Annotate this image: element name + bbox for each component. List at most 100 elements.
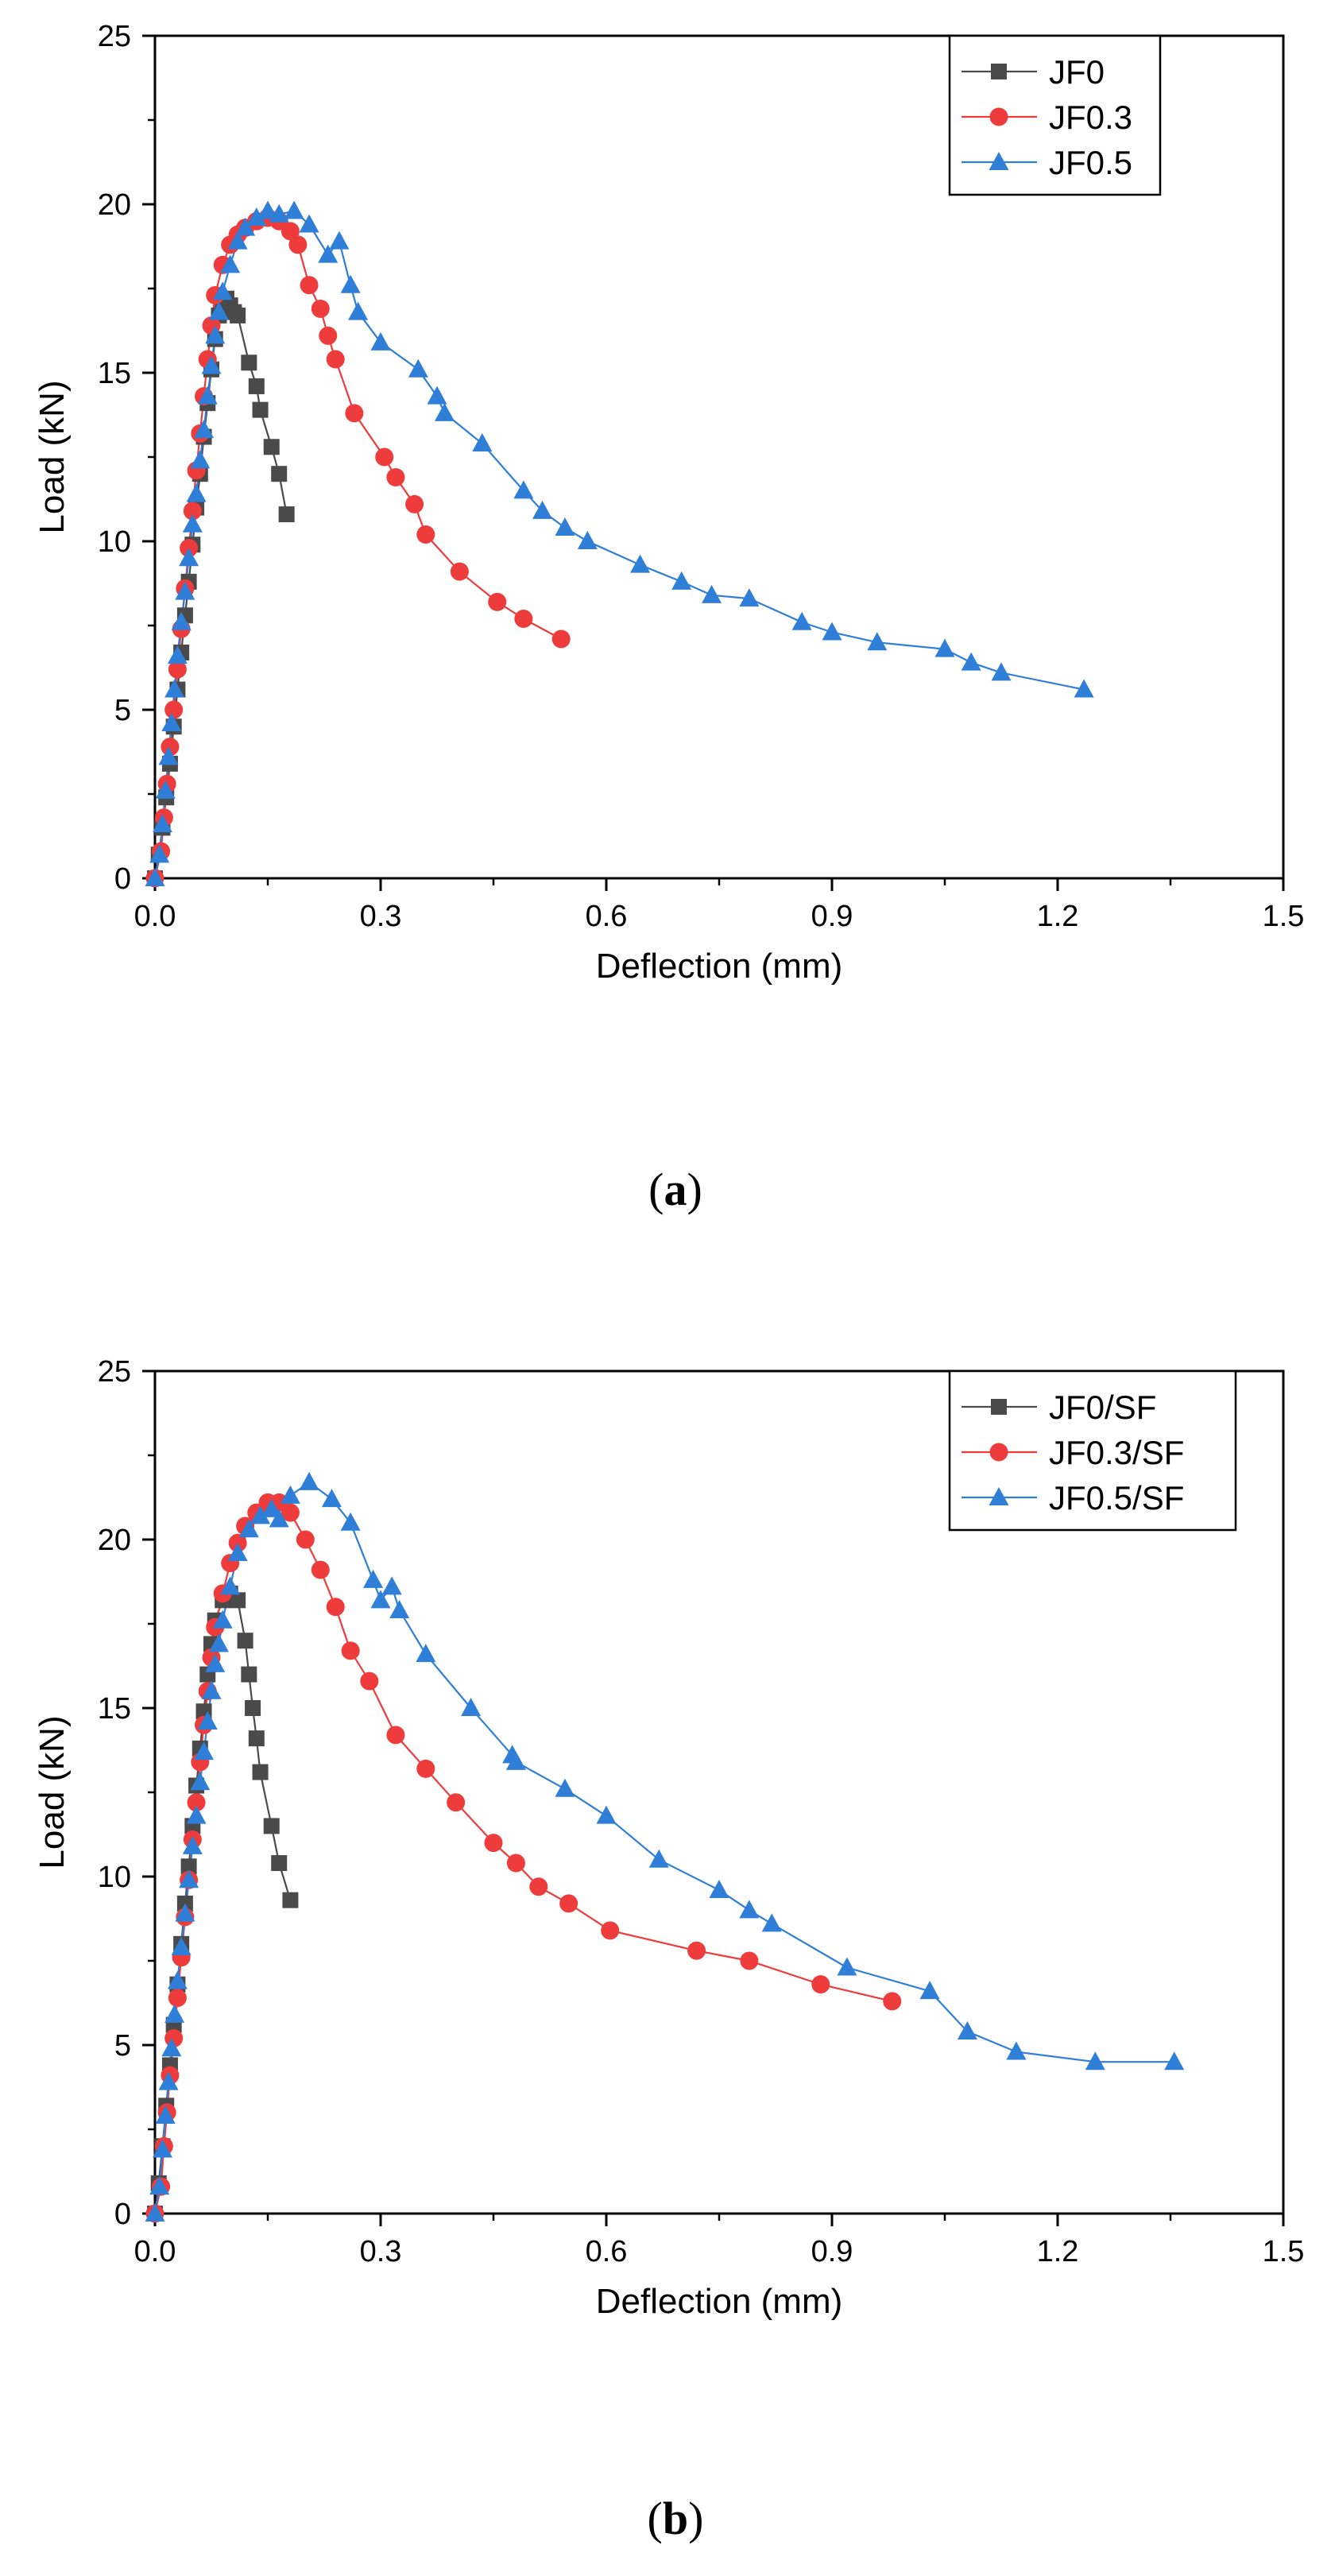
data-point-jf0-5: [158, 746, 179, 765]
series-line-jf0: [153, 296, 288, 879]
data-point-jf0-5: [194, 420, 215, 439]
data-point-jf0-3: [450, 562, 469, 581]
data-point-jf0-5-sf: [1085, 2051, 1105, 2070]
y-tick-label: 20: [98, 188, 131, 222]
data-point-jf0-5-sf: [596, 1805, 617, 1824]
data-point-jf0-3: [326, 350, 345, 369]
data-point-jf0-5: [934, 638, 955, 657]
data-point-jf0-sf: [263, 1818, 280, 1834]
legend-marker-jf0-5-sf: [989, 1487, 1009, 1505]
data-point-jf0-5-sf: [389, 1600, 410, 1619]
data-point-jf0-5: [182, 513, 203, 533]
y-tick-label: 10: [98, 525, 131, 559]
data-point-jf0-5: [513, 480, 534, 499]
y-tick-label: 15: [98, 357, 131, 390]
data-point-jf0-5-sf: [648, 1849, 669, 1868]
series-line-jf0-sf: [153, 1592, 292, 2214]
data-point-jf0-3-sf: [529, 1877, 548, 1896]
data-point-jf0-5-sf: [761, 1913, 782, 1932]
legend-box: [948, 34, 1162, 196]
data-point-jf0-3-sf: [811, 1975, 830, 1994]
data-point-jf0: [248, 378, 265, 394]
data-point-jf0-5: [434, 402, 455, 421]
data-point-jf0-3: [161, 738, 180, 757]
series-line-jf0-5-sf: [153, 1481, 1174, 2214]
caption-b: (b): [648, 2493, 704, 2544]
data-point-jf0-5: [555, 517, 575, 537]
data-point-jf0-5: [164, 679, 185, 698]
data-point-jf0-sf: [271, 1855, 288, 1872]
data-point-jf0-5: [284, 200, 304, 219]
data-point-jf0-5-sf: [837, 1957, 857, 1976]
y-tick-label: 0: [114, 2198, 131, 2231]
data-point-jf0-5-sf: [238, 1519, 259, 1538]
data-point-jf0-5-sf: [363, 1569, 384, 1588]
data-point-jf0-5-sf: [208, 1633, 229, 1652]
data-point-jf0-3: [300, 276, 319, 295]
caption-b-letter: b: [663, 2493, 688, 2544]
data-point-jf0-3: [551, 629, 571, 649]
data-point-jf0-5-sf: [155, 2105, 176, 2125]
y-tick-label: 15: [98, 1692, 131, 1726]
legend-label-jf0-5-sf: JF0.5/SF: [1049, 1479, 1184, 1517]
caption-a-open: (: [648, 1164, 664, 1215]
data-point-jf0: [241, 354, 257, 371]
data-point-jf0-5-sf: [212, 1610, 233, 1629]
data-point-jf0-5: [186, 483, 207, 502]
data-point-jf0-5: [671, 571, 692, 590]
data-point-jf0-5: [171, 611, 192, 630]
series-line-jf0-5: [153, 210, 1085, 879]
data-point-jf0-5-sf: [505, 1751, 526, 1770]
data-point-jf0-3-sf: [601, 1921, 620, 1940]
caption-a-letter: a: [664, 1164, 687, 1215]
data-point-jf0-5: [630, 554, 651, 573]
y-tick-label: 0: [114, 862, 131, 896]
data-point-jf0-5: [822, 622, 842, 641]
data-point-jf0-3: [405, 494, 424, 513]
data-point-jf0-5: [867, 632, 888, 651]
data-point-jf0-sf: [180, 1858, 197, 1875]
data-point-jf0-5: [161, 712, 182, 731]
data-point-jf0-5: [472, 433, 493, 452]
panel-b: 0.0 0.3 0.6 0.9 1.2 1.5 0 5 10 15 20 25 Deflection (…: [33, 1355, 1304, 2321]
data-point-jf0-3-sf: [740, 1951, 759, 1970]
data-point-jf0-5: [201, 355, 222, 374]
data-point-jf0-3-sf: [360, 1671, 379, 1691]
data-point-jf0-3-sf: [187, 1793, 206, 1812]
data-point-jf0-5: [408, 358, 428, 378]
data-point-jf0-5: [318, 244, 339, 263]
legend-label-jf0: JF0: [1049, 53, 1105, 91]
legend-label-jf0-3-sf: JF0.3/SF: [1049, 1434, 1184, 1471]
data-point-jf0-5: [179, 548, 199, 567]
data-point-jf0-3-sf: [296, 1530, 315, 1549]
data-point-jf0-3: [168, 660, 187, 679]
data-point-jf0-5-sf: [197, 1710, 218, 1730]
data-point-jf0-5-sf: [269, 1509, 289, 1528]
data-point-jf0-3-sf: [386, 1726, 405, 1745]
data-point-jf0-5: [269, 203, 289, 223]
x-tick-label: 0.9: [811, 2235, 853, 2268]
data-point-jf0-5-sf: [321, 1489, 342, 1508]
y-tick-label: 25: [98, 1355, 131, 1389]
data-point-jf0-5-sf: [555, 1778, 575, 1797]
data-point-jf0-5: [329, 230, 350, 250]
data-point-jf0-3: [386, 467, 405, 486]
legend-label-jf0-3: JF0.3: [1049, 99, 1132, 136]
data-point-jf0-3-sf: [687, 1941, 706, 1960]
x-tick-label: 0.0: [134, 2235, 176, 2268]
data-point-jf0-3-sf: [506, 1854, 525, 1873]
data-point-jf0-3-sf: [883, 1992, 902, 2011]
data-point-jf0-5-sf: [171, 1937, 192, 1956]
data-point-jf0-5-sf: [186, 1805, 207, 1824]
data-point-jf0-3: [164, 700, 184, 719]
data-point-jf0-5: [702, 584, 722, 603]
data-point-jf0-5: [791, 611, 812, 630]
data-point-jf0-5-sf: [1006, 2041, 1027, 2060]
data-point-jf0-3: [319, 326, 338, 345]
data-point-jf0-5: [235, 217, 256, 236]
data-point-jf0-5-sf: [145, 2203, 165, 2222]
data-point-jf0-5: [227, 230, 248, 250]
data-point-jf0-sf: [282, 1892, 299, 1908]
legend-marker-jf0: [991, 64, 1007, 79]
data-point-jf0-3: [288, 235, 308, 254]
